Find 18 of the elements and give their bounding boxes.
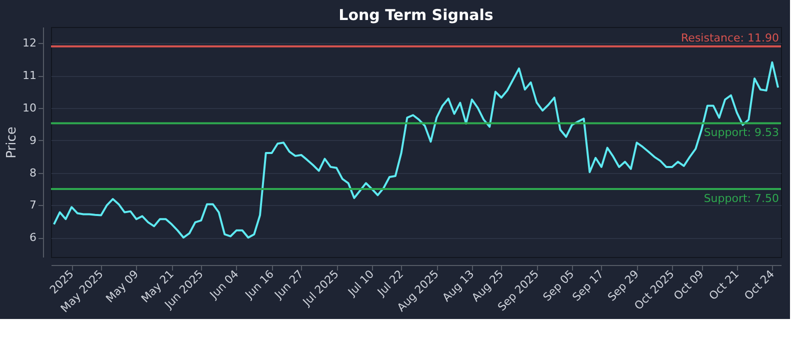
line-series xyxy=(52,61,780,239)
chart-title: Long Term Signals xyxy=(338,6,494,24)
x-tick-label: Jul 10 xyxy=(344,268,377,300)
y-tick-label: 8 xyxy=(30,166,36,180)
x-tick-label: Jun 04 xyxy=(206,268,242,302)
y-tick-label: 10 xyxy=(22,101,36,114)
ref-line-label: Support: 9.53 xyxy=(704,126,779,140)
y-tick-label: 11 xyxy=(22,69,36,82)
x-tick-label: Oct 21 xyxy=(706,268,742,303)
ref-line-label: Resistance: 11.90 xyxy=(681,31,779,44)
y-tick-label: 12 xyxy=(22,36,36,50)
x-tick-label: Jul 22 xyxy=(374,268,406,300)
y-tick-label: 7 xyxy=(30,198,36,212)
y-tick-label: 6 xyxy=(30,231,36,244)
ref-line-label: Support: 7.50 xyxy=(704,192,779,205)
y-axis-title: Price xyxy=(4,126,20,158)
y-tick-label: 9 xyxy=(30,134,36,147)
x-tick-label: Oct 24 xyxy=(742,268,777,303)
